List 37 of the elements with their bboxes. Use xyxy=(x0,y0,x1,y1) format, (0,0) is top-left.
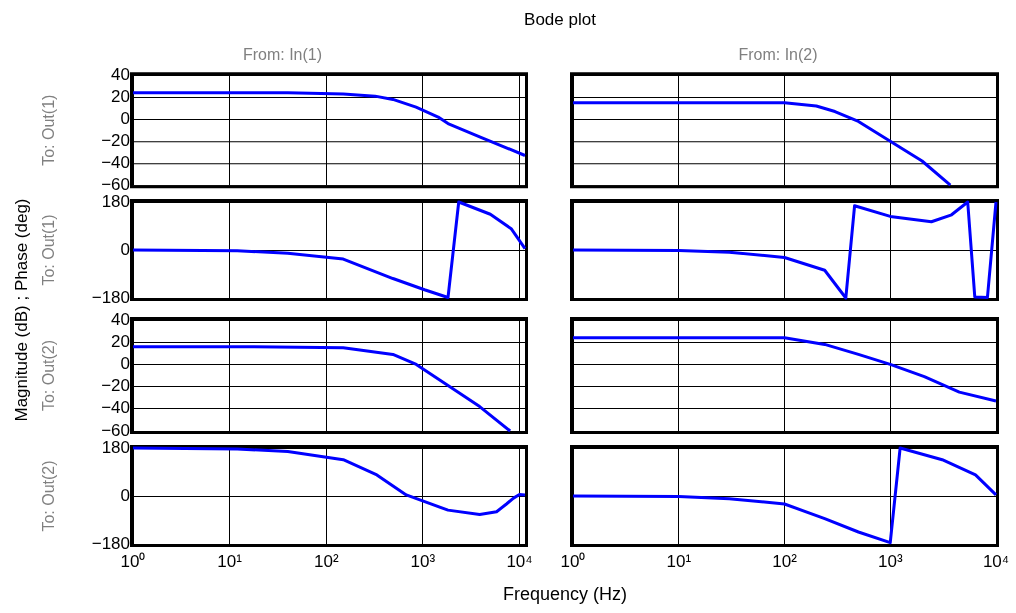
x-tick-label: 10⁰ xyxy=(120,551,146,571)
y-axis-title: To: Out(1) xyxy=(40,94,57,166)
y-tick-label: 0 xyxy=(120,485,130,505)
y-tick-label: 40 xyxy=(111,64,130,84)
y-tick-label: 0 xyxy=(120,239,130,259)
x-tick-label: 10⁴ xyxy=(982,551,1010,571)
y-tick-label: −180 xyxy=(91,287,130,307)
y-axis-title: To: Out(2) xyxy=(40,460,58,532)
y-tick-label: −20 xyxy=(101,376,130,396)
text: Magnitude (dB) ; Phase (deg) xyxy=(12,198,32,422)
y-tick-label: 0 xyxy=(120,354,130,374)
text: Bode plot xyxy=(524,10,596,30)
y-tick-label: −20 xyxy=(101,130,130,150)
y-tick-label: −180 xyxy=(91,533,130,553)
x-tick-label: 10³ xyxy=(877,551,903,571)
y-tick-label: 40 xyxy=(111,309,130,329)
y-tick-label: −60 xyxy=(101,174,130,194)
x-tick-label: 10¹ xyxy=(666,551,692,571)
x-tick-label: 10² xyxy=(772,551,798,571)
text: Frequency (Hz) xyxy=(502,584,628,605)
y-tick-label: −40 xyxy=(101,398,130,418)
y-axis-title: To: Out(2) xyxy=(40,339,58,412)
chart-title: From: In(1) xyxy=(242,45,323,63)
y-tick-label: 180 xyxy=(101,437,130,457)
x-tick-label: 10² xyxy=(313,551,339,571)
y-tick-label: 20 xyxy=(111,86,130,106)
y-tick-label: −40 xyxy=(101,152,130,172)
x-tick-label: 10⁴ xyxy=(506,551,533,571)
x-tick-label: 10⁰ xyxy=(560,551,586,571)
y-tick-label: 20 xyxy=(111,331,130,351)
y-tick-label: 180 xyxy=(101,191,130,211)
y-axis-title: To: Out(1) xyxy=(40,214,58,286)
y-tick-label: 0 xyxy=(120,108,130,128)
x-tick-label: 10¹ xyxy=(217,551,243,571)
chart-title: From: In(2) xyxy=(738,45,818,63)
x-tick-label: 10³ xyxy=(410,551,436,571)
y-tick-label: −60 xyxy=(101,420,130,440)
